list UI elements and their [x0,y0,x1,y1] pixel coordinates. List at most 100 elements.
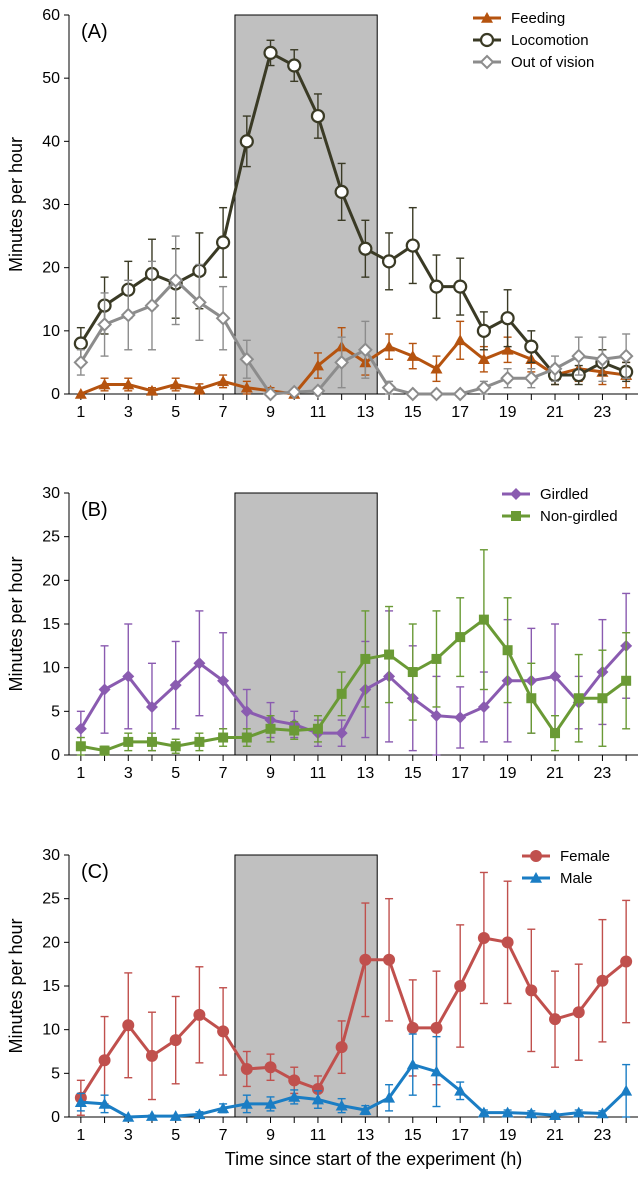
data-point [429,386,444,402]
data-point [240,1097,253,1109]
data-point [73,336,88,351]
y-tick-label: 5 [51,1065,60,1082]
y-tick-label: 30 [42,485,60,502]
data-point [286,384,302,400]
data-point [75,741,86,752]
data-point [406,350,419,361]
data-point [430,362,443,374]
data-point [383,340,396,352]
data-point [454,711,467,724]
legend-marker [481,12,493,23]
x-tick-label: 15 [404,404,422,421]
series-non-girdled [75,549,632,756]
data-point [215,310,231,326]
data-point [476,323,491,338]
data-point [239,134,254,149]
data-point [191,294,207,310]
x-tick-label: 23 [594,404,612,421]
y-tick-label: 60 [42,7,60,24]
data-point [549,670,562,683]
data-point [595,351,610,367]
y-tick-label: 10 [42,660,60,677]
y-axis-title: Minutes per hour [6,137,26,272]
panel-label: (B) [81,499,108,521]
x-tick-label: 11 [310,1127,327,1144]
data-point [359,1104,372,1115]
panel-label: (A) [81,21,108,43]
x-tick-label: 21 [546,765,564,782]
legend-marker [479,32,495,48]
data-point [334,184,349,199]
data-point [454,334,467,346]
x-axis-title: Time since start of the experiment (h) [225,1149,522,1169]
legend-entry: Non-girdled [502,508,618,525]
x-tick-label: 5 [171,404,180,421]
data-point [265,723,276,734]
data-point [476,380,492,396]
y-tick-label: 25 [42,891,60,908]
data-point [335,1099,348,1111]
data-point [263,45,278,61]
x-tick-label: 23 [594,1127,612,1144]
data-point [310,383,326,399]
data-point [193,1108,206,1120]
y-tick-label: 10 [42,323,60,340]
data-point [169,378,182,390]
data-point [501,936,514,949]
y-tick-label: 30 [42,847,60,864]
x-tick-label: 15 [404,765,422,782]
x-tick-label: 3 [124,404,133,421]
y-tick-label: 20 [42,572,60,589]
x-tick-label: 21 [546,404,564,421]
data-point [526,693,537,704]
data-point [335,1041,348,1054]
data-point [98,1054,111,1067]
data-point [573,693,584,704]
series-female [74,871,633,1116]
data-point [311,1083,324,1096]
data-point [407,667,418,678]
data-point [549,1109,562,1121]
y-tick-label: 40 [42,133,60,150]
data-point [288,1074,301,1087]
x-tick-label: 23 [594,765,612,782]
data-point [500,311,515,326]
x-tick-label: 7 [219,1127,228,1144]
data-point [74,722,87,735]
data-point [383,953,396,966]
data-point [596,974,609,987]
x-tick-label: 13 [356,765,374,782]
data-point [571,348,587,364]
x-tick-label: 17 [451,765,469,782]
x-tick-label: 13 [356,1127,374,1144]
data-point [455,632,466,643]
data-point [97,317,112,332]
data-point [98,378,111,390]
series-out-of-vision [73,235,634,402]
legend-label: Male [560,870,593,887]
data-point [430,1021,443,1034]
data-point [264,1097,277,1109]
data-point [73,355,89,370]
data-point [218,732,229,743]
data-point [288,1090,301,1102]
x-tick-label: 7 [219,404,228,421]
x-tick-label: 15 [404,1127,422,1144]
y-axis-title: Minutes per hour [6,556,26,691]
legend-label: Locomotion [511,32,589,49]
x-tick-label: 9 [266,1127,275,1144]
y-tick-label: 0 [51,747,60,764]
x-tick-label: 9 [266,404,275,421]
data-point [240,705,253,718]
data-point [98,1097,111,1109]
dark-period-shading [234,14,378,395]
data-point [405,386,421,402]
y-tick-label: 20 [42,260,60,277]
x-tick-label: 19 [499,404,517,421]
data-point [122,378,135,390]
legend-entry: Out of vision [473,54,594,71]
data-point [146,736,157,747]
y-tick-label: 15 [42,616,60,633]
data-point [454,980,467,992]
